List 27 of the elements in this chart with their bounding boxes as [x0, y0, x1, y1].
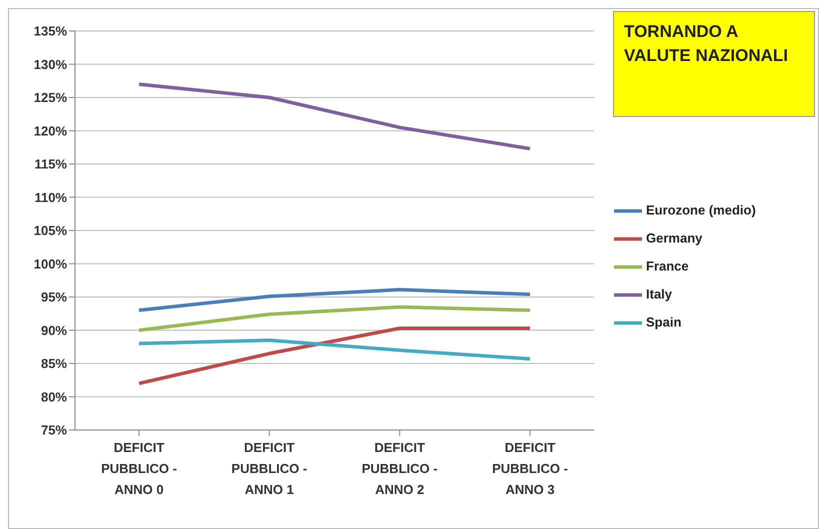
y-tick-label: 95%: [40, 290, 68, 305]
text: TORNANDO A VALUTE NAZIONALI: [613, 11, 815, 117]
y-tick-label: 120%: [34, 123, 68, 138]
line-series: [137, 338, 532, 361]
x-tick-label: DEFICIT PUBBLICO - ANNO 2: [362, 440, 438, 497]
y-tick-label: 90%: [40, 322, 68, 338]
line-series: [137, 82, 532, 150]
y-tick-label: 125%: [34, 90, 68, 106]
y-tick-label: 85%: [40, 356, 68, 372]
y-tick-label: 130%: [34, 56, 68, 72]
legend-label: Spain: [646, 314, 682, 329]
legend-label: Germany: [646, 230, 702, 245]
legend-label: Eurozone (medio): [646, 202, 756, 217]
y-tick-label: 115%: [34, 156, 68, 172]
x-tick-label: DEFICIT PUBBLICO - ANNO 1: [231, 440, 308, 497]
y-tick-label: 105%: [34, 223, 68, 238]
y-tick-label: 110%: [34, 190, 68, 205]
line-series: [137, 305, 532, 332]
line-series: [137, 288, 532, 312]
y-tick-label: 80%: [40, 389, 68, 404]
y-tick-label: 100%: [34, 256, 68, 272]
legend-label: Italy: [646, 286, 672, 301]
legend-label: France: [646, 258, 689, 273]
x-tick-label: DEFICIT PUBBLICO - ANNO 3: [492, 440, 568, 497]
x-tick-label: DEFICIT PUBBLICO - ANNO 0: [101, 440, 177, 497]
y-tick-label: 75%: [40, 422, 68, 438]
y-tick-label: 135%: [34, 24, 68, 39]
